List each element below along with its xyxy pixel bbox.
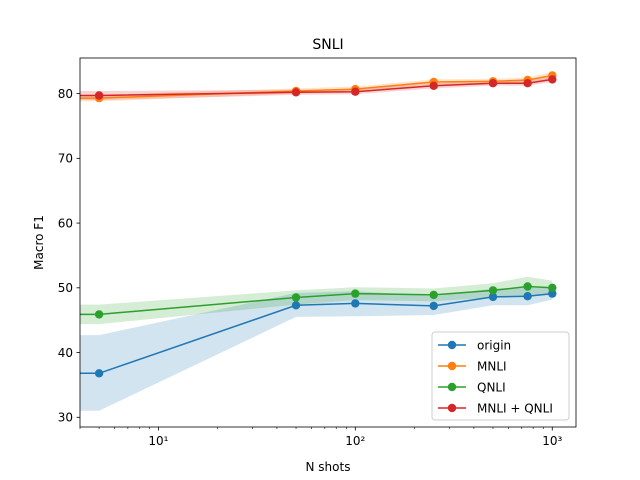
x-tick-label: 10³ bbox=[542, 434, 562, 448]
data-point-origin bbox=[429, 301, 438, 311]
y-tick-label: 50 bbox=[58, 281, 73, 295]
x-axis-ticks: 10¹ 10² 10³ bbox=[79, 427, 562, 448]
confidence-band-origin bbox=[80, 287, 553, 411]
data-point-mnli-qnli bbox=[291, 88, 301, 97]
data-point-mnli-qnli bbox=[523, 79, 532, 88]
data-point-origin bbox=[488, 292, 498, 302]
legend-label-mnli: MNLI bbox=[477, 359, 507, 373]
data-point-qnli bbox=[351, 289, 360, 298]
series-line-mnli-qnli bbox=[80, 78, 553, 97]
confidence-band-qnli bbox=[80, 276, 553, 325]
legend-label-qnli: QNLI bbox=[477, 380, 506, 394]
series-lines bbox=[80, 74, 553, 375]
data-point-qnli bbox=[94, 310, 104, 319]
data-point-mnli-qnli bbox=[94, 91, 104, 100]
legend-label-origin: origin bbox=[477, 338, 511, 352]
legend-marker-qnli bbox=[447, 382, 457, 392]
data-point-qnli bbox=[548, 283, 557, 292]
legend: origin MNLI QNLI MNLI + QNLI bbox=[431, 331, 570, 421]
y-axis-label: Macro F1 bbox=[32, 215, 46, 270]
y-tick-label: 70 bbox=[58, 152, 73, 166]
chart-title: SNLI bbox=[312, 37, 343, 53]
series-markers bbox=[94, 71, 557, 378]
legend-label-mnli-qnli: MNLI + QNLI bbox=[477, 401, 553, 415]
x-tick-label: 10¹ bbox=[148, 434, 168, 448]
x-tick-label: 10² bbox=[345, 434, 365, 448]
series-line-qnli bbox=[80, 285, 553, 316]
y-tick-label: 30 bbox=[58, 411, 73, 425]
data-point-qnli bbox=[488, 286, 498, 295]
data-point-qnli bbox=[291, 293, 301, 302]
data-point-qnli bbox=[523, 282, 532, 291]
data-point-origin bbox=[291, 301, 301, 310]
series-line-origin bbox=[80, 292, 553, 375]
data-point-mnli-qnli bbox=[351, 87, 360, 96]
legend-marker-mnli bbox=[447, 361, 457, 371]
data-point-origin bbox=[548, 289, 557, 298]
data-point-origin bbox=[523, 292, 532, 301]
data-point-qnli bbox=[429, 290, 438, 300]
legend-marker-mnli-qnli bbox=[447, 403, 457, 413]
legend-box bbox=[431, 331, 570, 421]
plot-area-frame bbox=[79, 57, 577, 428]
legend-marker-origin bbox=[447, 340, 457, 350]
data-point-origin bbox=[351, 299, 360, 308]
data-point-mnli-qnli bbox=[488, 79, 498, 88]
data-point-origin bbox=[94, 369, 104, 378]
x-axis-label: N shots bbox=[306, 460, 351, 474]
y-tick-label: 40 bbox=[58, 346, 73, 360]
y-tick-label: 60 bbox=[58, 216, 73, 230]
data-point-mnli-qnli bbox=[548, 75, 557, 84]
data-point-mnli-qnli bbox=[429, 81, 438, 91]
y-tick-label: 80 bbox=[58, 87, 73, 101]
series-line-mnli bbox=[80, 74, 553, 99]
y-axis-ticks: 30 40 50 60 70 80 bbox=[58, 87, 80, 425]
